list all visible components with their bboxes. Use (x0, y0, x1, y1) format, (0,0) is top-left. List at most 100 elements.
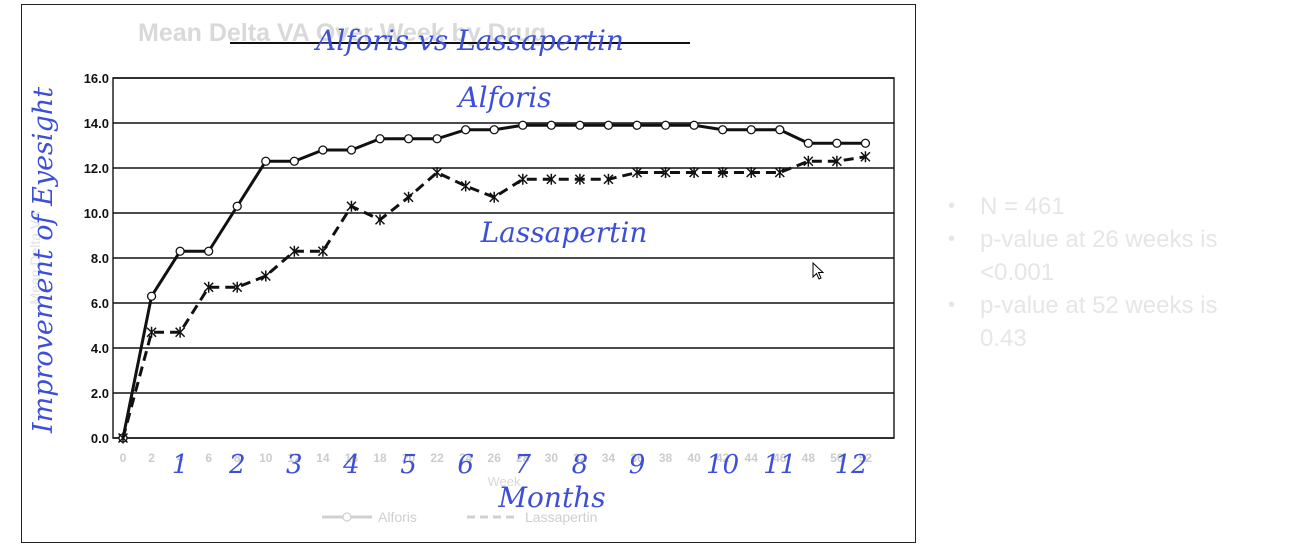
data-point-lassapertin (146, 326, 157, 338)
x-tick-label: 48 (802, 451, 816, 465)
x-tick-label: 18 (373, 451, 387, 465)
data-point-alforis (146, 291, 157, 301)
data-point-lassapertin (203, 281, 214, 293)
legend-label-lassapertin: Lassapertin (525, 509, 597, 525)
x-tick-label: 12 (288, 451, 302, 465)
y-tick-label: 10.0 (84, 206, 109, 221)
data-point-alforis (375, 134, 385, 144)
month-label: 1 (172, 450, 189, 480)
x-tick-label: 26 (488, 451, 502, 465)
x-tick-label: 8 (234, 451, 241, 465)
bullet-sample-size: N = 461 (948, 190, 1270, 223)
x-tick-label: 22 (430, 451, 444, 465)
data-point-lassapertin (689, 167, 700, 178)
x-tick-label: 0 (120, 451, 127, 465)
x-tick-label: 4 (177, 451, 184, 465)
annotation-series-alforis: Alforis (455, 81, 551, 114)
data-point-alforis (860, 138, 871, 148)
x-tick-label: 46 (773, 451, 787, 465)
month-label: 3 (286, 450, 303, 480)
x-tick-label: 14 (316, 451, 330, 465)
data-point-lassapertin (346, 200, 357, 212)
data-point-alforis (403, 134, 414, 144)
stats-bullet-list: N = 461 p-value at 26 weeks is <0.001 p-… (948, 190, 1270, 355)
month-label: 4 (342, 450, 360, 480)
month-label: 6 (457, 450, 474, 480)
data-point-alforis (261, 156, 271, 166)
y-tick-label: 2.0 (91, 386, 109, 401)
x-tick-label: 10 (259, 451, 273, 465)
data-point-alforis (318, 145, 328, 155)
data-point-lassapertin (803, 155, 814, 167)
y-tick-label: 4.0 (91, 341, 109, 356)
data-point-alforis (575, 120, 585, 130)
data-point-lassapertin (289, 245, 300, 257)
month-label: 10 (706, 450, 739, 480)
y-tick-label: 0.0 (91, 431, 109, 446)
y-tick-label: 16.0 (84, 71, 109, 86)
data-point-lassapertin (317, 245, 328, 257)
data-point-lassapertin (517, 173, 528, 185)
legend-label-alforis: Alforis (378, 509, 417, 525)
data-point-lassapertin (460, 180, 471, 192)
data-point-alforis (518, 120, 528, 130)
data-point-alforis (746, 125, 756, 135)
x-tick-label: 50 (830, 451, 844, 465)
x-tick-label: 52 (859, 451, 873, 465)
bullet-p-value-52: p-value at 52 weeks is 0.43 (948, 289, 1270, 355)
month-label: 2 (228, 450, 246, 480)
data-point-lassapertin (546, 173, 557, 185)
chart-frame: Mean Delta VA Over Week by Drug 0.0 2.0 4.0… (21, 4, 916, 543)
data-point-lassapertin (831, 155, 842, 167)
line-chart: Mean Delta VA Over Week by Drug0.02.04.0… (27, 19, 895, 525)
data-point-alforis (775, 125, 785, 135)
month-label: 8 (572, 450, 589, 480)
x-tick-label: 2 (148, 451, 155, 465)
data-point-lassapertin (860, 151, 871, 163)
x-tick-label: 42 (716, 451, 730, 465)
y-tick-label: 8.0 (91, 251, 109, 266)
data-point-alforis (432, 134, 442, 144)
month-label: 9 (629, 450, 646, 480)
x-tick-label: 44 (745, 451, 759, 465)
data-point-alforis (546, 120, 556, 130)
mouse-pointer-icon (812, 262, 824, 280)
data-point-lassapertin (232, 281, 243, 293)
month-label: 11 (763, 450, 796, 480)
x-tick-label: 28 (516, 451, 530, 465)
side-panel: N = 461 p-value at 26 weeks is <0.001 p-… (918, 0, 1295, 552)
data-point-lassapertin (175, 326, 186, 338)
series-line-lassapertin (121, 155, 866, 439)
data-point-lassapertin (489, 191, 500, 203)
data-point-alforis (175, 246, 185, 256)
annotation-x-label: Months (497, 481, 605, 514)
month-label: 12 (835, 450, 868, 480)
x-tick-label: 16 (345, 451, 359, 465)
data-point-lassapertin (374, 214, 386, 226)
data-point-alforis (603, 120, 614, 130)
data-point-alforis (832, 138, 842, 148)
x-tick-label: 6 (205, 451, 212, 465)
x-tick-label: 24 (459, 451, 473, 465)
x-tick-label: 32 (573, 451, 587, 465)
x-tick-label: 30 (545, 451, 559, 465)
y-tick-label: 14.0 (84, 116, 109, 131)
annotation-series-lassapertin: Lassapertin (480, 216, 648, 249)
data-point-alforis (232, 201, 242, 211)
data-point-alforis (718, 125, 728, 135)
annotation-y-label: Improvement of Eyesight (28, 87, 59, 434)
data-point-lassapertin (774, 167, 785, 178)
x-tick-label: 40 (687, 451, 701, 465)
y-tick-label: 12.0 (84, 161, 109, 176)
data-point-lassapertin (432, 167, 443, 178)
data-point-lassapertin (746, 167, 757, 178)
data-point-lassapertin (117, 432, 129, 444)
data-point-lassapertin (603, 173, 614, 185)
data-point-alforis (803, 138, 813, 148)
data-point-alforis (689, 120, 699, 130)
data-point-lassapertin (660, 167, 671, 178)
data-point-alforis (660, 120, 671, 130)
x-axis-label: Week (488, 474, 521, 489)
data-point-lassapertin (717, 167, 728, 178)
data-point-alforis (489, 125, 499, 135)
